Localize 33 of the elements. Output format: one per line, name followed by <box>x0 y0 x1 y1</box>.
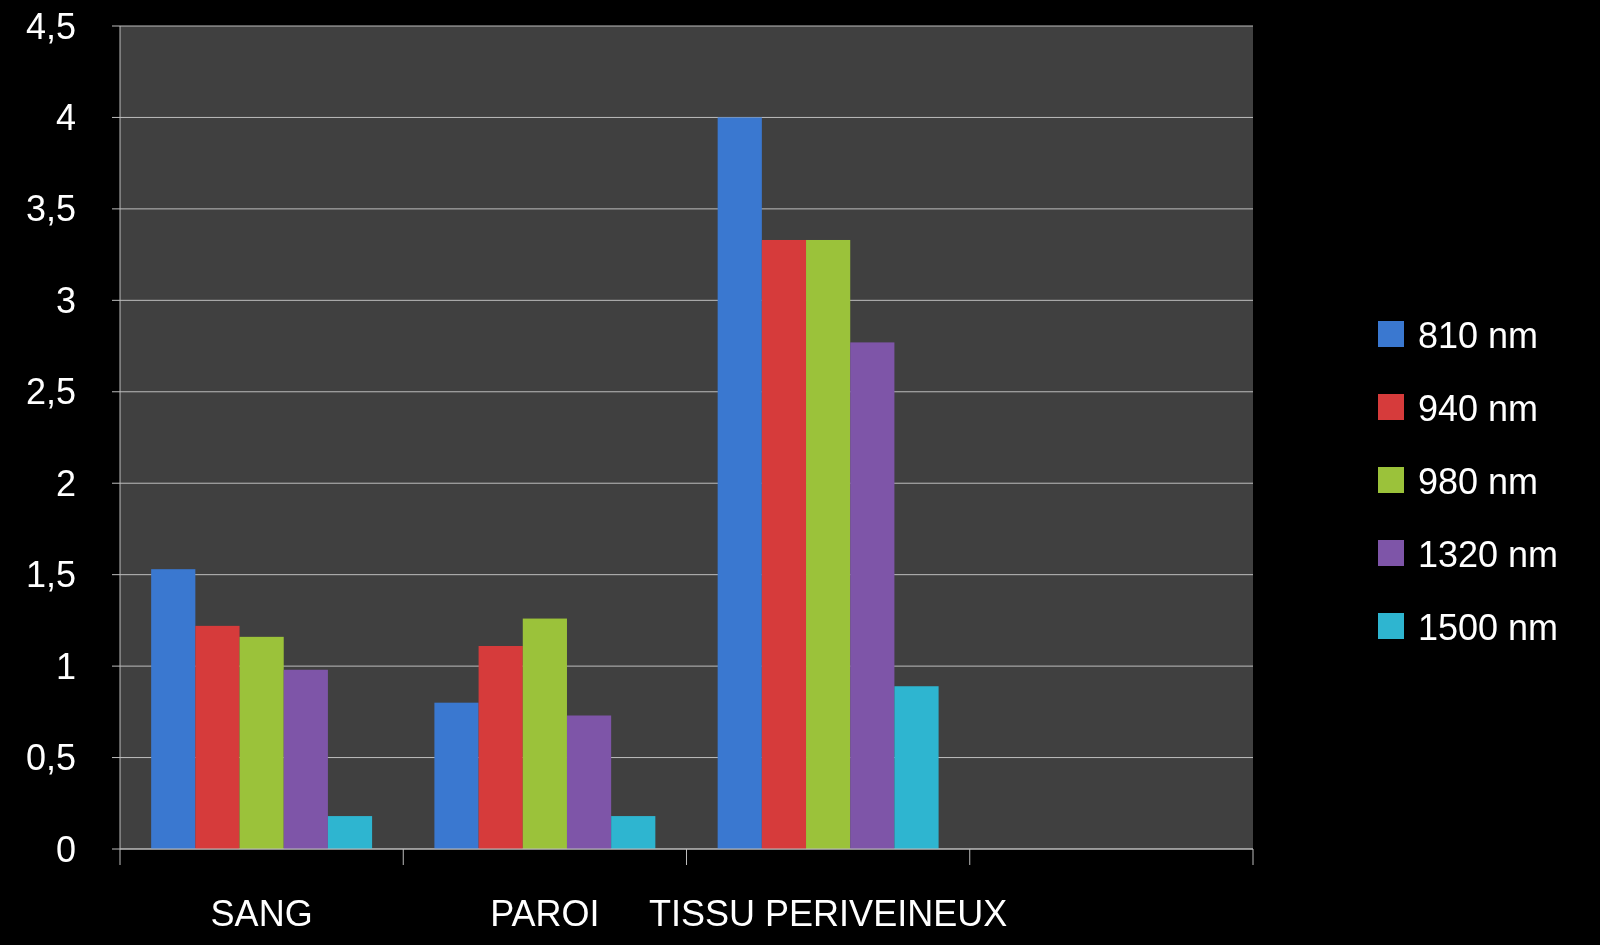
bar <box>806 239 851 849</box>
bar <box>434 702 479 849</box>
bar <box>522 618 567 849</box>
y-tick-label: 0 <box>55 828 76 870</box>
y-tick-label: 4,5 <box>25 5 76 47</box>
bar <box>195 625 240 849</box>
y-tick-label: 2 <box>55 462 76 504</box>
y-tick-label: 2,5 <box>25 371 76 413</box>
y-tick-label: 1 <box>55 645 76 687</box>
x-tick-label: TISSU PERIVEINEUX <box>649 893 1008 934</box>
bar <box>611 816 656 849</box>
legend-label: 940 nm <box>1418 387 1539 429</box>
bar <box>327 816 373 849</box>
y-tick-label: 4 <box>55 97 76 139</box>
bar <box>850 342 895 849</box>
y-tick-label: 3 <box>55 279 76 321</box>
bar <box>478 645 523 849</box>
bar <box>761 239 807 849</box>
bar <box>717 117 762 849</box>
y-tick-label: 1,5 <box>25 554 76 596</box>
y-tick-label: 3,5 <box>25 188 76 230</box>
legend-label: 1320 nm <box>1418 533 1559 575</box>
x-tick-label: SANG <box>210 893 313 934</box>
legend-label: 810 nm <box>1418 314 1539 356</box>
bar <box>894 686 939 849</box>
legend-label: 980 nm <box>1418 460 1539 502</box>
y-tick-label: 0,5 <box>25 737 76 779</box>
bar <box>283 669 328 849</box>
bar <box>566 715 612 849</box>
x-tick-label: PAROI <box>490 893 600 934</box>
bar <box>239 636 284 849</box>
bar <box>151 569 196 849</box>
legend-label: 1500 nm <box>1418 606 1559 648</box>
